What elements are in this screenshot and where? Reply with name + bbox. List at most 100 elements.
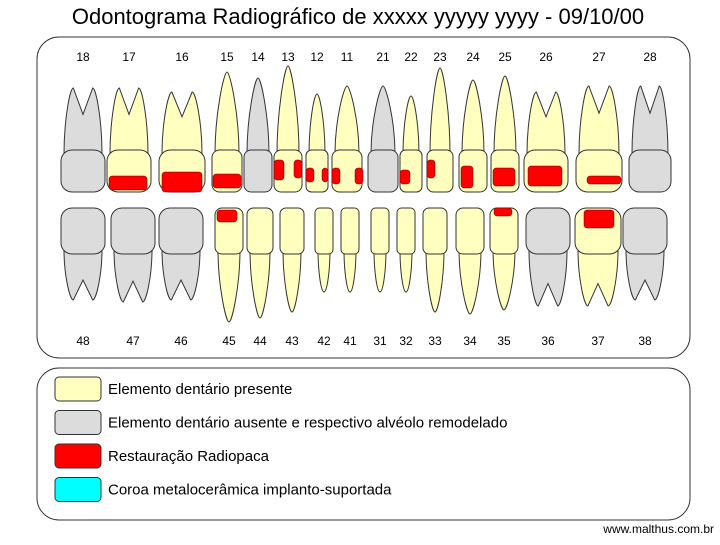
tooth-number: 44 bbox=[253, 334, 267, 348]
restoration bbox=[216, 209, 238, 223]
tooth-root bbox=[214, 71, 240, 155]
tooth-root bbox=[425, 249, 445, 313]
tooth-root bbox=[402, 95, 420, 155]
tooth-root bbox=[373, 249, 387, 293]
tooth-root bbox=[308, 93, 326, 155]
tooth-number: 46 bbox=[174, 334, 188, 348]
tooth-crown bbox=[110, 207, 156, 255]
tooth-root bbox=[161, 91, 203, 155]
tooth-number: 37 bbox=[591, 334, 605, 348]
tooth-root bbox=[334, 85, 360, 155]
tooth-crown bbox=[243, 149, 273, 193]
tooth-root bbox=[526, 91, 566, 155]
restoration bbox=[399, 169, 411, 185]
restoration bbox=[586, 175, 622, 185]
tooth-number: 36 bbox=[541, 334, 555, 348]
tooth-root bbox=[493, 75, 517, 155]
tooth-crown bbox=[279, 207, 305, 255]
tooth-root bbox=[492, 249, 516, 311]
restoration bbox=[293, 159, 303, 179]
tooth-crown bbox=[628, 149, 672, 193]
tooth-root bbox=[109, 87, 149, 155]
restoration bbox=[354, 167, 364, 185]
tooth-root bbox=[461, 79, 485, 155]
tooth-number: 27 bbox=[592, 50, 606, 64]
tooth-number: 32 bbox=[399, 334, 413, 348]
tooth-root bbox=[528, 249, 568, 307]
restoration bbox=[305, 167, 315, 183]
tooth-root bbox=[161, 249, 201, 301]
legend-label: Coroa metalocerâmica implanto-suportada bbox=[108, 481, 392, 498]
restoration bbox=[108, 175, 148, 191]
legend-swatch bbox=[54, 477, 102, 502]
tooth-root bbox=[249, 249, 271, 319]
teeth-panel bbox=[36, 36, 691, 359]
tooth-number: 26 bbox=[539, 50, 553, 64]
legend-label: Elemento dentário presente bbox=[108, 381, 292, 398]
tooth-number: 35 bbox=[497, 334, 511, 348]
restoration bbox=[161, 171, 203, 193]
restoration bbox=[273, 159, 285, 181]
tooth-number: 12 bbox=[310, 50, 324, 64]
tooth-root bbox=[317, 249, 331, 293]
restoration bbox=[527, 165, 563, 187]
tooth-number: 17 bbox=[122, 50, 136, 64]
restoration bbox=[493, 207, 513, 217]
tooth-number: 15 bbox=[220, 50, 234, 64]
tooth-crown bbox=[575, 149, 623, 193]
tooth-root bbox=[577, 249, 619, 307]
tooth-root bbox=[246, 77, 270, 155]
tooth-number: 48 bbox=[76, 334, 90, 348]
tooth-root bbox=[429, 67, 451, 155]
tooth-root bbox=[631, 85, 669, 155]
title: Odontograma Radiográfico de xxxxx yyyyy … bbox=[72, 4, 644, 29]
tooth-root bbox=[63, 249, 103, 301]
tooth-root bbox=[458, 249, 482, 315]
tooth-root bbox=[343, 249, 357, 293]
restoration bbox=[583, 209, 615, 229]
tooth-crown bbox=[622, 207, 668, 255]
tooth-number: 42 bbox=[317, 334, 331, 348]
tooth-crown bbox=[525, 207, 571, 255]
tooth-root bbox=[578, 85, 620, 155]
tooth-root bbox=[625, 249, 665, 301]
tooth-crown bbox=[370, 207, 390, 255]
tooth-number: 23 bbox=[433, 50, 447, 64]
tooth-number: 22 bbox=[404, 50, 418, 64]
tooth-number: 13 bbox=[281, 50, 295, 64]
tooth-number: 16 bbox=[175, 50, 189, 64]
tooth-crown bbox=[340, 207, 360, 255]
tooth-crown bbox=[246, 207, 274, 255]
tooth-root bbox=[282, 249, 302, 313]
tooth-number: 11 bbox=[341, 50, 354, 64]
tooth-crown bbox=[60, 207, 106, 255]
tooth-root bbox=[113, 249, 153, 303]
tooth-crown bbox=[396, 207, 416, 255]
restoration bbox=[426, 159, 436, 179]
tooth-crown bbox=[314, 207, 334, 255]
footer: www.malthus.com.br bbox=[602, 522, 714, 536]
tooth-number: 31 bbox=[373, 334, 387, 348]
tooth-root bbox=[217, 249, 241, 323]
legend-swatch bbox=[54, 443, 102, 469]
legend-swatch bbox=[54, 376, 102, 402]
restoration bbox=[331, 167, 341, 185]
legend-label: Restauração Radiopaca bbox=[108, 448, 270, 465]
tooth-number: 45 bbox=[222, 334, 236, 348]
tooth-number: 43 bbox=[285, 334, 299, 348]
tooth-crown bbox=[60, 149, 106, 193]
tooth-root bbox=[63, 87, 103, 155]
tooth-number: 21 bbox=[376, 50, 390, 64]
tooth-number: 33 bbox=[428, 334, 442, 348]
tooth-root bbox=[399, 249, 413, 293]
tooth-root bbox=[370, 85, 396, 155]
restoration bbox=[321, 167, 329, 183]
tooth-number: 18 bbox=[76, 50, 90, 64]
tooth-crown bbox=[367, 149, 399, 193]
tooth-number: 41 bbox=[343, 334, 357, 348]
tooth-crown bbox=[422, 207, 448, 255]
tooth-number: 14 bbox=[251, 50, 265, 64]
tooth-crown bbox=[158, 207, 204, 255]
tooth-number: 34 bbox=[463, 334, 477, 348]
